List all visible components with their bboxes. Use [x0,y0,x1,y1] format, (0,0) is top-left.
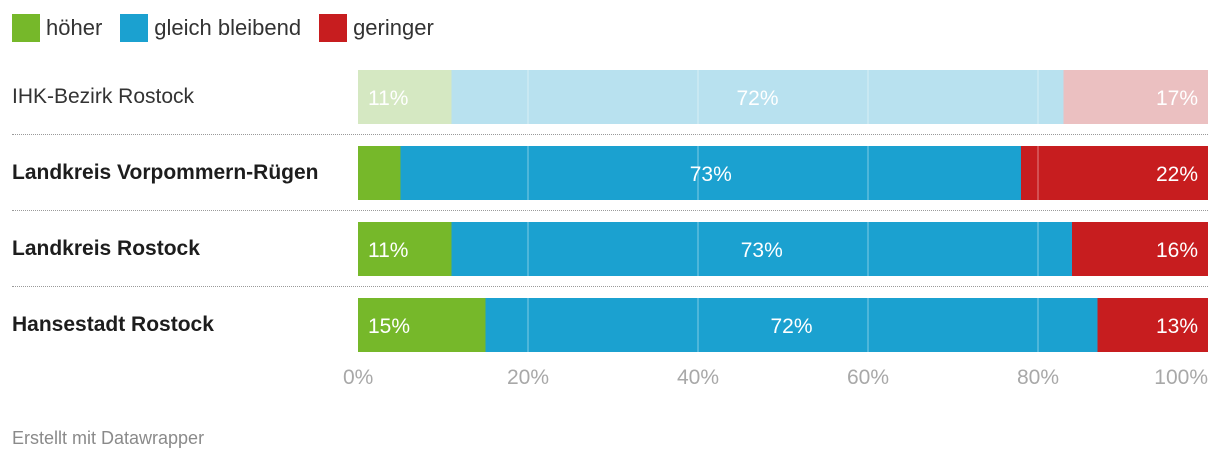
bar-value-label-geringer-row-3: 13% [1156,315,1198,338]
bar-value-label-geringer-row-0: 17% [1156,87,1198,110]
x-tick-label-100: 100% [1154,366,1208,389]
bar-value-label-gleich-row-0: 72% [736,87,778,110]
legend-swatch-gleich [120,14,149,42]
bar-value-label-geringer-row-1: 22% [1156,163,1198,186]
x-tick-label-20: 20% [506,366,550,389]
legend-label-geringer: geringer [353,15,434,40]
row-divider [12,210,1208,211]
legend: höher gleich bleibend geringer [12,14,452,42]
row-label-vorpommern-ruegen: Landkreis Vorpommern-Rügen [12,161,319,184]
x-tick-label-40: 40% [676,366,720,389]
bar-value-label-hoeher-row-2: 11% [368,239,408,262]
bar-segment-gleich-row-1 [400,146,1021,200]
bar-segment-hoeher-row-2 [358,222,452,276]
bar-segment-gleich-row-2 [451,222,1072,276]
bar-segment-geringer-row-1 [1021,146,1208,200]
row-label-ihk-bezirk-rostock: IHK-Bezirk Rostock [12,85,195,108]
x-tick-label-60: 60% [846,366,890,389]
x-tick-label-80: 80% [1016,366,1060,389]
bar-segment-hoeher-row-0 [358,70,452,124]
legend-label-hoeher: höher [46,15,103,40]
bar-value-label-hoeher-row-0: 11% [368,87,408,110]
row-divider [12,286,1208,287]
bar-value-label-gleich-row-3: 72% [770,315,812,338]
bar-segment-gleich-row-3 [485,298,1098,352]
bar-segment-geringer-row-2 [1072,222,1208,276]
footer-credit: Erstellt mit Datawrapper [12,428,205,448]
legend-item-geringer: geringer [319,14,434,42]
bar-segment-geringer-row-3 [1097,298,1208,352]
bar-value-label-hoeher-row-3: 15% [368,315,410,338]
row-divider [12,134,1208,135]
bar-value-label-gleich-row-2: 73% [741,239,783,262]
legend-item-gleich: gleich bleibend [120,14,301,42]
row-label-landkreis-rostock: Landkreis Rostock [12,237,200,260]
legend-item-hoeher: höher [12,14,102,42]
x-tick-label-0: 0% [343,366,374,389]
bar-segment-hoeher-row-1 [358,146,401,200]
bar-value-label-geringer-row-2: 16% [1156,239,1198,262]
bar-segment-geringer-row-0 [1063,70,1208,124]
legend-label-gleich: gleich bleibend [154,15,302,40]
row-label-hansestadt-rostock: Hansestadt Rostock [12,313,214,336]
legend-swatch-hoeher [12,14,40,42]
bar-segment-gleich-row-0 [451,70,1064,124]
bar-value-label-gleich-row-1: 73% [690,163,732,186]
bar-segment-hoeher-row-3 [358,298,486,352]
legend-swatch-geringer [319,14,348,42]
